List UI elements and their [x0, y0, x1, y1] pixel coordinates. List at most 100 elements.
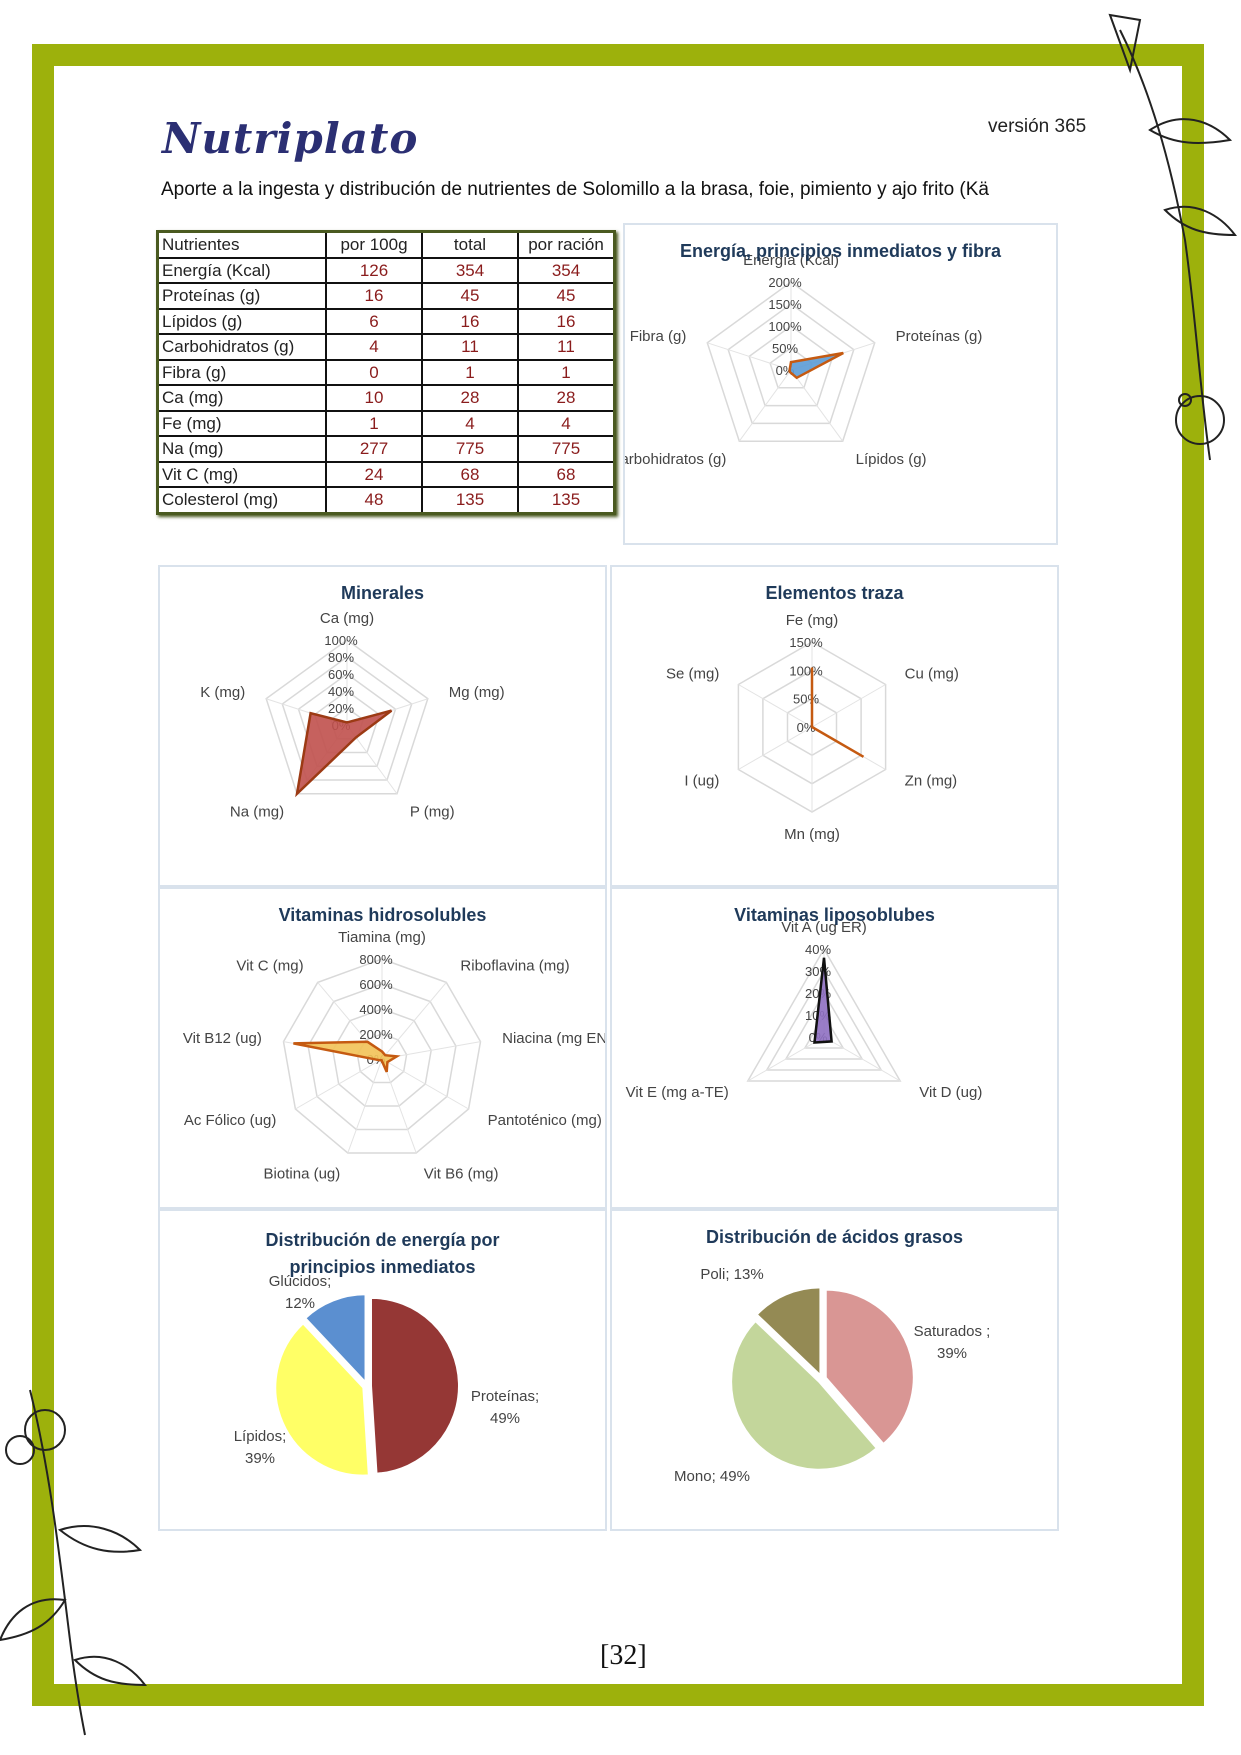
table-cell: 4	[421, 409, 519, 437]
tick-label: 100%	[768, 319, 802, 334]
table-row: Colesterol (mg) 48 135 135	[156, 486, 616, 514]
table-cell: 135	[517, 486, 616, 514]
chart-title: Vitaminas hidrosolubles	[278, 905, 487, 925]
axis-label: Vit A (ug ER)	[781, 919, 867, 936]
nutrient-table: Nutrientes por 100g total por ración Ene…	[156, 230, 616, 515]
axis-label: Vit B6 (mg)	[424, 1166, 499, 1183]
chart-panel-energia: Energía, principios inmediatos y fibra 0…	[610, 223, 1058, 545]
data-series	[788, 351, 844, 380]
axis-label: Fibra (g)	[630, 328, 687, 345]
table-cell: 24	[325, 460, 423, 488]
table-cell: 45	[421, 282, 519, 310]
tick-label: 200%	[768, 275, 802, 290]
axis-label: Mg (mg)	[449, 684, 505, 701]
table-cell: Na (mg)	[156, 435, 327, 463]
axis-label: Se (mg)	[666, 666, 719, 683]
axis-spoke	[747, 1036, 825, 1082]
axis-label: Vit D (ug)	[919, 1084, 982, 1101]
tick-label: 40%	[805, 942, 831, 957]
grid-ring	[748, 325, 834, 407]
table-cell: 354	[421, 256, 519, 284]
leaf-decoration-bottom-left	[0, 1389, 148, 1736]
grid-ring	[282, 958, 482, 1154]
data-series	[810, 667, 865, 758]
table-cell: 4	[325, 333, 423, 361]
tick-label: 60%	[328, 667, 354, 682]
table-cell: 16	[421, 307, 519, 335]
radar-chart-liposolubles: 0%10%20%30%40%Vit A (ug ER)Vit D (ug)Vit…	[626, 919, 983, 1101]
slice-label: Poli; 13%	[700, 1266, 763, 1283]
grid-ring	[297, 673, 397, 768]
tick-label: 30%	[805, 964, 831, 979]
axis-label: Fe (mg)	[786, 612, 839, 629]
axis-spoke	[738, 726, 813, 770]
chart-panel-traza: Elementos traza 0% 50% 100% 150% Fe (mg) Cu (…	[610, 565, 1059, 887]
pie-chart-energia: Proteínas; 49% Lípidos; 39% Glúcidos; 12%	[234, 1273, 539, 1477]
slice-label: Proteínas;	[471, 1388, 539, 1405]
chart-title: Energía, principios inmediatos y fibra	[679, 241, 1002, 261]
grid-ring	[332, 1008, 432, 1107]
table-cell: 1	[421, 358, 519, 386]
axis-label: P (mg)	[410, 804, 455, 821]
grid-ring	[307, 983, 457, 1131]
chart-title: Distribución de energía por principios i…	[265, 1230, 500, 1277]
axis-spoke	[738, 369, 792, 442]
table-cell: 16	[517, 307, 616, 335]
table-cell: Fibra (g)	[156, 358, 327, 386]
tick-label: 600%	[359, 977, 393, 992]
grid-ring	[313, 690, 381, 754]
table-cell: 11	[421, 333, 519, 361]
pie-slice	[274, 1322, 370, 1477]
tick-label: 150%	[768, 297, 802, 312]
axis-label: K (mg)	[200, 684, 245, 701]
pie-slice	[303, 1293, 367, 1385]
pie-slice	[824, 1288, 915, 1446]
grid-ring	[803, 1013, 845, 1049]
slice-label: Mono; 49%	[674, 1468, 750, 1485]
table-row: Na (mg) 277 775 775	[156, 435, 616, 463]
table-cell: 68	[421, 460, 519, 488]
table-row: Fibra (g) 0 1 1	[156, 358, 616, 386]
axis-label: Ca (mg)	[320, 610, 374, 627]
page-frame	[32, 44, 1204, 1706]
tick-label: 200%	[359, 1027, 393, 1042]
axis-label: Zn (mg)	[905, 773, 958, 790]
chart-panel-minerales: Minerales 0%20%40%60%80%100%Ca (mg)Mg (m…	[158, 565, 607, 887]
radar-chart-traza: 0%50%100%150%Fe (mg)Cu (mg)Zn (mg)Mn (mg…	[666, 612, 959, 843]
grid-ring	[746, 947, 902, 1082]
axis-spoke	[823, 1036, 901, 1082]
table-cell: 775	[421, 435, 519, 463]
axis-label: Proteínas (g)	[896, 328, 983, 345]
table-cell: 1	[325, 409, 423, 437]
table-cell: 135	[421, 486, 519, 514]
axis-label: Carbohidratos (g)	[625, 451, 726, 468]
slice-label: Lípidos;	[234, 1428, 287, 1445]
chart-panel-energia-pie: Distribución de energía por principios i…	[158, 1209, 607, 1531]
axis-spoke	[381, 982, 447, 1060]
radar-chart-hidrosolubles: 0%200%400%600%800%Tiamina (mg)Riboflavin…	[183, 929, 612, 1183]
tick-label: 150%	[789, 635, 823, 650]
chart-title: Elementos traza	[765, 583, 904, 603]
table-row: Lípidos (g) 6 16 16	[156, 307, 616, 335]
chart-panel-liposolubles: Vitaminas liposoblubes 0%10%20%30%40%Vit…	[610, 887, 1059, 1209]
data-series	[293, 1040, 401, 1073]
grid-ring	[784, 991, 864, 1060]
header-cell: por ración	[517, 230, 616, 259]
table-cell: 11	[517, 333, 616, 361]
axis-label: Niacina (mg EN)	[502, 1030, 605, 1047]
axis-spoke	[381, 1058, 417, 1154]
radar-chart-energia: 0%50%100%150%200%Energía (Kcal)Proteínas…	[610, 252, 983, 468]
table-cell: Fe (mg)	[156, 409, 327, 437]
tick-label: 80%	[328, 650, 354, 665]
slice-label: 39%	[937, 1345, 967, 1362]
tick-label: 50%	[772, 341, 798, 356]
axis-label: Ac Fólico (ug)	[184, 1112, 277, 1129]
grid-ring	[281, 656, 413, 781]
axis-label: Vit C (mg)	[236, 958, 303, 975]
chart-title: Minerales	[340, 583, 425, 603]
table-cell: 28	[517, 384, 616, 412]
tick-label: 100%	[324, 633, 358, 648]
tick-label: 50%	[793, 692, 819, 707]
axis-spoke	[790, 369, 844, 442]
table-row: Vit C (mg) 24 68 68	[156, 460, 616, 488]
